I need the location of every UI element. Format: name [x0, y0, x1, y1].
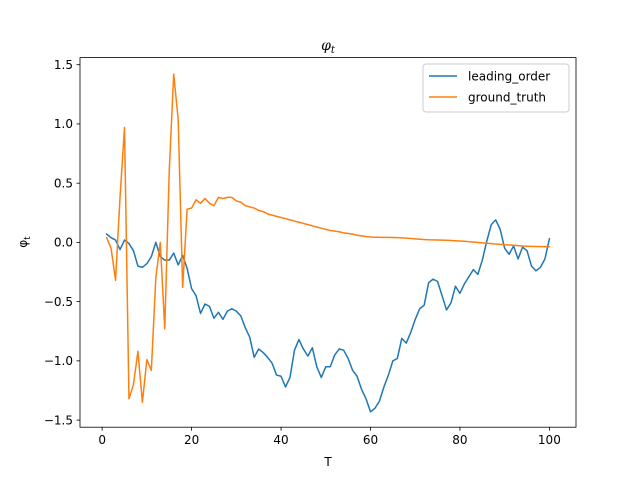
legend: leading_order ground_truth: [422, 63, 570, 113]
x-tick-label: 80: [452, 433, 467, 447]
x-tick-label: 20: [184, 433, 199, 447]
chart-title-main: φ: [321, 38, 331, 54]
series-line-leading-order: [105, 219, 551, 413]
x-axis-label: T: [323, 455, 332, 469]
y-tick-label: −0.5: [44, 295, 73, 309]
y-axis-label-sub: t: [23, 236, 33, 240]
y-tick-label: −1.5: [44, 413, 73, 427]
x-tick-label: 0: [98, 433, 106, 447]
chart-title-sub: t: [331, 45, 336, 56]
x-tick-label: 60: [363, 433, 378, 447]
y-axis-label: φt: [16, 236, 33, 248]
legend-box: [422, 63, 570, 113]
y-tick-label: 1.5: [54, 58, 73, 72]
plot-area: 0 20 40 60 80 100 −1.5 −1.0 −0.5 0.0 0.5 1.0 1.5: [44, 57, 577, 447]
x-tick-label: 40: [273, 433, 288, 447]
legend-label: ground_truth: [468, 90, 546, 104]
y-tick-label: 1.0: [54, 117, 73, 131]
chart-title: φt: [321, 38, 336, 56]
y-tick-label: 0.5: [54, 176, 73, 190]
series-line-ground-truth: [105, 73, 551, 404]
legend-label: leading_order: [468, 69, 550, 83]
y-tick-label: 0.0: [54, 236, 73, 250]
y-tick-label: −1.0: [44, 354, 73, 368]
y-axis-label-main: φ: [16, 240, 30, 248]
x-tick-label: 100: [538, 433, 561, 447]
